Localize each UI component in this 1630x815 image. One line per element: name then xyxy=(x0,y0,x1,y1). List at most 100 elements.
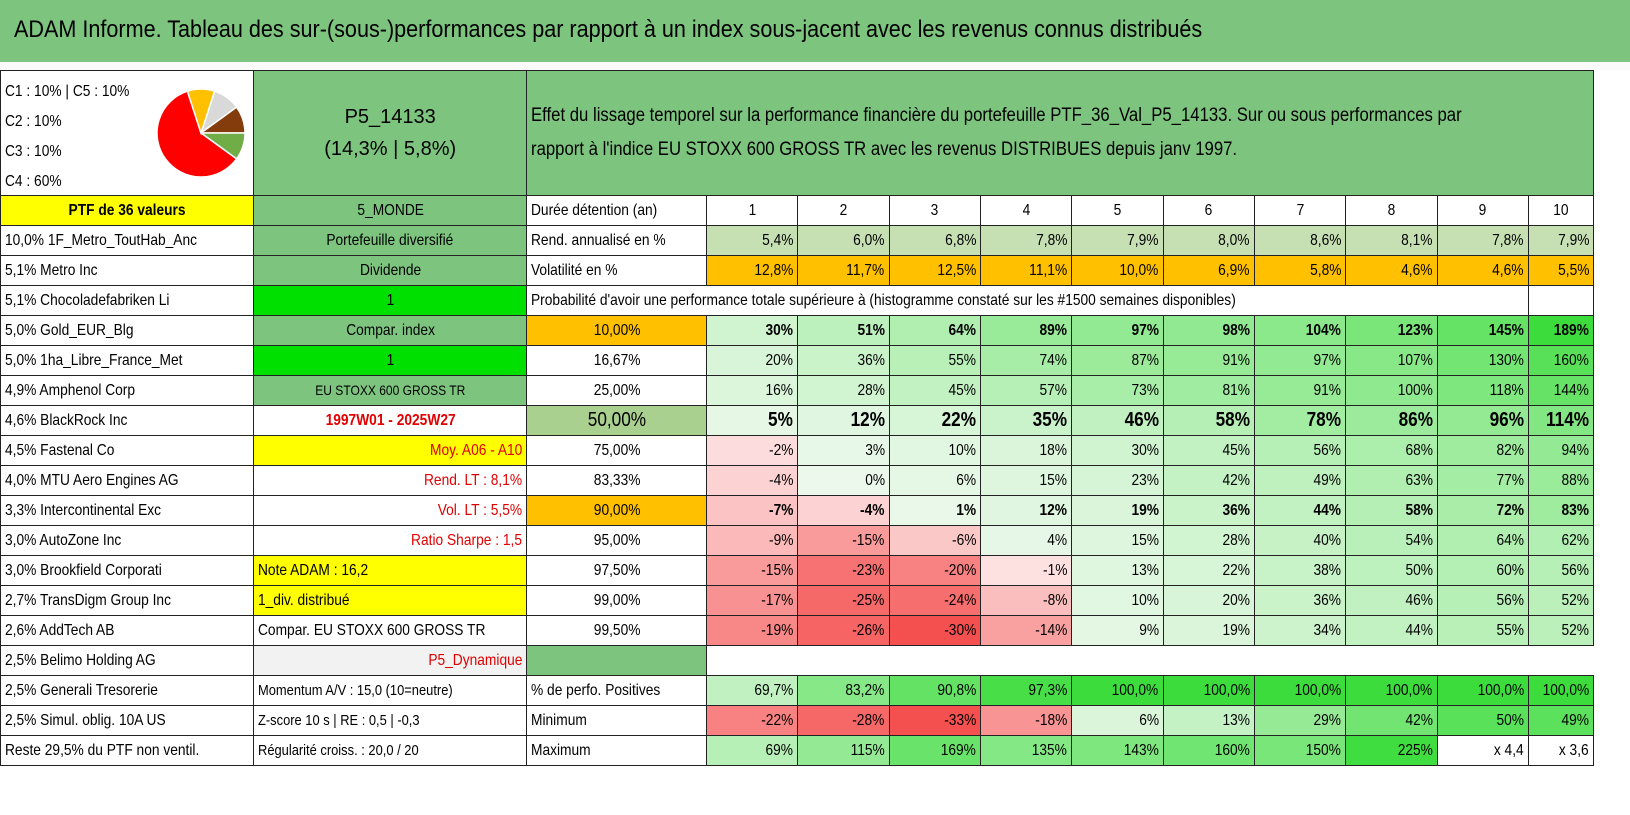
prob-value-text: -19% xyxy=(761,622,794,639)
prob-value-text: 18% xyxy=(1039,442,1068,459)
prob-value-text: 96% xyxy=(1489,409,1524,431)
info-profile-text: P5_Dynamique xyxy=(428,652,523,669)
max-value-text: 150% xyxy=(1306,742,1342,759)
prob-value: 123% xyxy=(1345,315,1438,346)
year-header-text: 2 xyxy=(839,202,848,219)
rend-value: 7,9% xyxy=(1527,225,1594,256)
prob-value: 15% xyxy=(979,465,1073,496)
prob-value: 49% xyxy=(1253,465,1347,496)
min-value: 6% xyxy=(1071,705,1164,736)
holding-row-text: 3,0% AutoZone Inc xyxy=(5,532,122,549)
prob-value: 160% xyxy=(1527,345,1594,376)
prob-value-text: 56% xyxy=(1561,562,1589,579)
vol-value-text: 6,9% xyxy=(1218,262,1250,279)
rend-value-text: 6,0% xyxy=(853,232,885,249)
rend-value-text: 8,0% xyxy=(1218,232,1250,249)
info-compar-full: Compar. EU STOXX 600 GROSS TR xyxy=(252,615,528,646)
max-value-text: 135% xyxy=(1032,742,1068,759)
prob-value: -15% xyxy=(797,525,890,556)
holding-row-text: 2,5% Simul. oblig. 10A US xyxy=(5,712,166,729)
prob-value-text: 97% xyxy=(1131,322,1159,339)
prob-value-text: 30% xyxy=(1131,442,1159,459)
portfolio-code: P5_14133 xyxy=(344,106,436,128)
max-value: 160% xyxy=(1162,735,1255,766)
prob-threshold-text: 75,00% xyxy=(593,442,641,459)
holding-row: 2,6% AddTech AB xyxy=(0,615,254,646)
prob-value: 16% xyxy=(705,375,799,406)
info-compar-full-text: Compar. EU STOXX 600 GROSS TR xyxy=(258,622,486,639)
prob-value-text: 54% xyxy=(1405,532,1433,549)
prob-value: 36% xyxy=(1162,495,1255,526)
description-line: rapport à l'indice EU STOXX 600 GROSS TR… xyxy=(531,139,1238,160)
prob-value-text: 55% xyxy=(948,352,976,369)
prob-value: 56% xyxy=(1527,555,1594,586)
prob-value-text: 19% xyxy=(1131,502,1159,519)
year-header: 6 xyxy=(1162,195,1255,226)
vol-value-text: 5,8% xyxy=(1309,262,1342,279)
table-row: 3,0% AutoZone Inc Ratio Sharpe : 1,5 95,00… xyxy=(0,525,1594,556)
prob-value: 100% xyxy=(1345,375,1438,406)
prob-value: 97% xyxy=(1071,315,1164,346)
prob-threshold: 75,00% xyxy=(526,435,707,466)
prob-value: -1% xyxy=(979,555,1073,586)
prob-value: -4% xyxy=(705,465,799,496)
vol-value: 5,5% xyxy=(1527,255,1594,286)
pos-value: 100,0% xyxy=(1436,675,1529,706)
prob-value: -6% xyxy=(888,525,981,556)
duree-label-text: Durée détention (an) xyxy=(531,202,658,219)
holding-row-text: 3,3% Intercontinental Exc xyxy=(5,502,162,519)
prob-value-text: -9% xyxy=(768,532,794,549)
holding-row: 5,0% Gold_EUR_Blg xyxy=(0,315,254,346)
table-row: 4,5% Fastenal Co Moy. A06 - A10 75,00% -2% 3… xyxy=(0,435,1594,466)
vol-value: 5,8% xyxy=(1253,255,1347,286)
rend-label: Rend. annualisé en % xyxy=(526,225,707,256)
max-value: x 4,4 xyxy=(1436,735,1529,766)
prob-value: 107% xyxy=(1345,345,1438,376)
min-value: 29% xyxy=(1253,705,1347,736)
prob-title: Probabilité d'avoir une performance tota… xyxy=(526,285,1529,316)
vol-value-text: 11,7% xyxy=(846,262,885,279)
rend-value: 8,1% xyxy=(1345,225,1438,256)
year-header: 4 xyxy=(979,195,1073,226)
prob-value-text: 49% xyxy=(1313,472,1342,489)
prob-value-text: 1% xyxy=(956,502,976,519)
prob-value-text: 77% xyxy=(1496,472,1524,489)
year-header: 2 xyxy=(797,195,890,226)
info-period: 1997W01 - 2025W27 xyxy=(252,405,528,436)
prob-value: 23% xyxy=(1071,465,1164,496)
max-value: 225% xyxy=(1345,735,1438,766)
prob-threshold: 99,00% xyxy=(526,585,707,616)
prob-value: 64% xyxy=(1436,525,1529,556)
prob-value: 42% xyxy=(1162,465,1255,496)
prob-value-text: 68% xyxy=(1405,442,1433,459)
max-value-text: 143% xyxy=(1123,742,1159,759)
year-header: 10 xyxy=(1527,195,1594,226)
min-value: 49% xyxy=(1527,705,1594,736)
prob-value-text: 42% xyxy=(1222,472,1250,489)
prob-value: 78% xyxy=(1253,405,1347,436)
prob-value: -26% xyxy=(797,615,890,646)
holding-row-text: 5,1% Metro Inc xyxy=(5,262,98,279)
prob-value-text: -15% xyxy=(852,532,885,549)
info-one-b: 1 xyxy=(252,345,528,376)
vol-value: 10,0% xyxy=(1071,255,1164,286)
monde-label: 5_MONDE xyxy=(252,195,528,226)
pos-value-text: 83,2% xyxy=(845,682,885,699)
prob-value-text: -6% xyxy=(951,532,976,549)
info-diversifie-text: Portefeuille diversifié xyxy=(326,232,454,249)
page-title: ADAM Informe. Tableau des sur-(sous-)per… xyxy=(14,16,1203,43)
holding-row: 5,1% Metro Inc xyxy=(0,255,254,286)
holding-row-text: 4,5% Fastenal Co xyxy=(5,442,115,459)
prob-value: 68% xyxy=(1345,435,1438,466)
legend-line: C2 : 10% xyxy=(5,113,62,130)
info-rend-lt-text: Rend. LT : 8,1% xyxy=(424,472,523,489)
prob-threshold: 97,50% xyxy=(526,555,707,586)
prob-value-text: 63% xyxy=(1405,472,1433,489)
holding-row-text: 5,0% 1ha_Libre_France_Met xyxy=(5,352,183,369)
prob-threshold-text: 90,00% xyxy=(593,502,641,519)
vol-value: 6,9% xyxy=(1162,255,1255,286)
prob-value: 12% xyxy=(979,495,1073,526)
pos-value-text: 97,3% xyxy=(1028,682,1068,699)
holding-row: 3,0% AutoZone Inc xyxy=(0,525,254,556)
min-value-text: 13% xyxy=(1222,712,1250,729)
